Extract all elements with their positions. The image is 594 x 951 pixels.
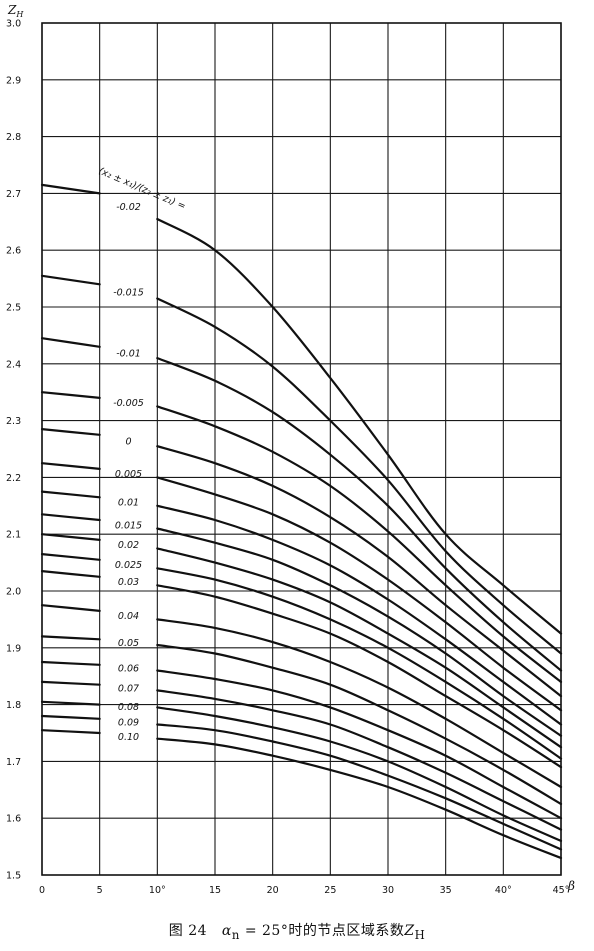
- x-tick-label: 30: [382, 885, 394, 896]
- curve-stub: [40, 428, 101, 436]
- curve-line: [156, 689, 563, 831]
- figure-number: 图 24: [168, 923, 208, 939]
- curve-line: [156, 584, 563, 769]
- curve-label: 0.025: [115, 560, 142, 571]
- x-tick-label: 0: [39, 885, 45, 896]
- curve-line: [156, 567, 563, 760]
- curve-stub: [40, 513, 101, 522]
- curve-label: -0.005: [113, 398, 144, 409]
- x-tick-label: 20: [267, 885, 279, 896]
- curve-stub: [40, 533, 101, 541]
- alpha-subscript: n: [231, 927, 240, 942]
- curve-stub: [40, 274, 101, 286]
- curve-label: -0.015: [113, 287, 144, 298]
- plot-frame: [41, 22, 562, 876]
- curve-line: [156, 669, 563, 820]
- y-tick-label: 1.7: [6, 757, 21, 768]
- curve-stub: [40, 714, 101, 720]
- figure-caption: 图 24 αn = 25°时的节点区域系数ZH: [0, 920, 594, 942]
- curve-line: [156, 547, 563, 749]
- y-tick-label: 2.5: [6, 303, 21, 314]
- curve-label: 0.10: [118, 732, 139, 743]
- x-tick-label: 35: [440, 885, 452, 896]
- curve-stub: [40, 700, 101, 706]
- y-tick-label: 2.0: [6, 587, 21, 598]
- curve-line: [156, 476, 563, 712]
- curve-label: 0.09: [118, 718, 139, 729]
- curve-label: 0.02: [118, 540, 139, 551]
- y-tick-label: 1.6: [6, 814, 21, 825]
- alpha-symbol: α: [221, 923, 232, 939]
- curve-label: 0: [125, 436, 131, 447]
- y-tick-label: 2.6: [6, 246, 21, 257]
- curve-line: [156, 643, 563, 806]
- curve-label: 0.015: [115, 520, 142, 531]
- y-tick-label: 2.1: [6, 530, 21, 541]
- z-subscript: H: [414, 927, 426, 942]
- curve-stub: [40, 660, 101, 666]
- x-tick-label: 25: [324, 885, 336, 896]
- curve-stub: [40, 570, 101, 578]
- curve-stub: [40, 729, 101, 735]
- curve-line: [156, 504, 563, 726]
- y-tick-label: 1.8: [6, 700, 21, 711]
- y-tick-label: 2.8: [6, 132, 21, 143]
- curve-stub: [40, 490, 101, 499]
- curve-line: [156, 737, 563, 860]
- chart: 1.5 1.6 1.7 1.8 1.9 2.0 2.1 2.2 2.3 2.4 2.5 2.6 2.7 2…: [6, 3, 575, 896]
- curve-label: 0.005: [115, 469, 142, 480]
- curve-stub: [40, 183, 101, 195]
- curve-label: -0.02: [116, 202, 141, 213]
- curve-line: [156, 706, 563, 842]
- curves: [40, 183, 563, 860]
- z-symbol: Z: [404, 923, 415, 939]
- curve-line: [156, 217, 563, 635]
- caption-text: = 25°时的节点区域系数: [239, 923, 405, 939]
- y-tick-label: 2.9: [6, 75, 21, 86]
- curve-label: 0.06: [118, 664, 139, 675]
- curve-stub: [40, 604, 101, 612]
- y-tick-label: 1.5: [6, 871, 21, 882]
- curve-label: 0.01: [118, 498, 139, 509]
- grid: [41, 22, 562, 876]
- curve-line: [156, 445, 563, 698]
- curve-line: [156, 357, 563, 672]
- series-header: (x₂ ± x₁)/(z₂ ± z₁) =: [97, 166, 187, 213]
- curve-label: 0.08: [118, 702, 139, 713]
- curve-line: [156, 297, 563, 655]
- curve-stub: [40, 337, 101, 348]
- curve-label: 0.05: [118, 638, 139, 649]
- curve-line: [156, 405, 563, 683]
- y-tick-label: 2.2: [6, 473, 21, 484]
- x-tick-label: 5: [97, 885, 103, 896]
- curve-label: 0.07: [118, 684, 139, 695]
- curve-label: 0.04: [118, 611, 139, 622]
- y-tick-label: 1.9: [6, 643, 21, 654]
- y-tick-label: 3.0: [6, 19, 21, 30]
- x-tick-label: 40°: [495, 885, 512, 896]
- curve-stub: [40, 635, 101, 641]
- x-tick-label: 10°: [149, 885, 166, 896]
- x-tick-label: 45°: [553, 885, 570, 896]
- x-axis-label: β: [567, 879, 575, 893]
- curve-stub: [40, 391, 101, 399]
- y-tick-label: 2.3: [6, 416, 21, 427]
- x-tick-label: 15: [209, 885, 221, 896]
- curve-line: [156, 723, 563, 851]
- y-tick-label: 2.7: [6, 189, 21, 200]
- curve-stub: [40, 462, 101, 470]
- curve-line: [156, 527, 563, 737]
- curve-stub: [40, 553, 101, 561]
- y-tick-label: 2.4: [6, 359, 21, 370]
- curve-line: [156, 618, 563, 789]
- curve-label: -0.01: [116, 348, 141, 359]
- y-axis-label: ZH: [7, 3, 24, 19]
- curve-stub: [40, 680, 101, 686]
- curve-label: 0.03: [118, 577, 139, 588]
